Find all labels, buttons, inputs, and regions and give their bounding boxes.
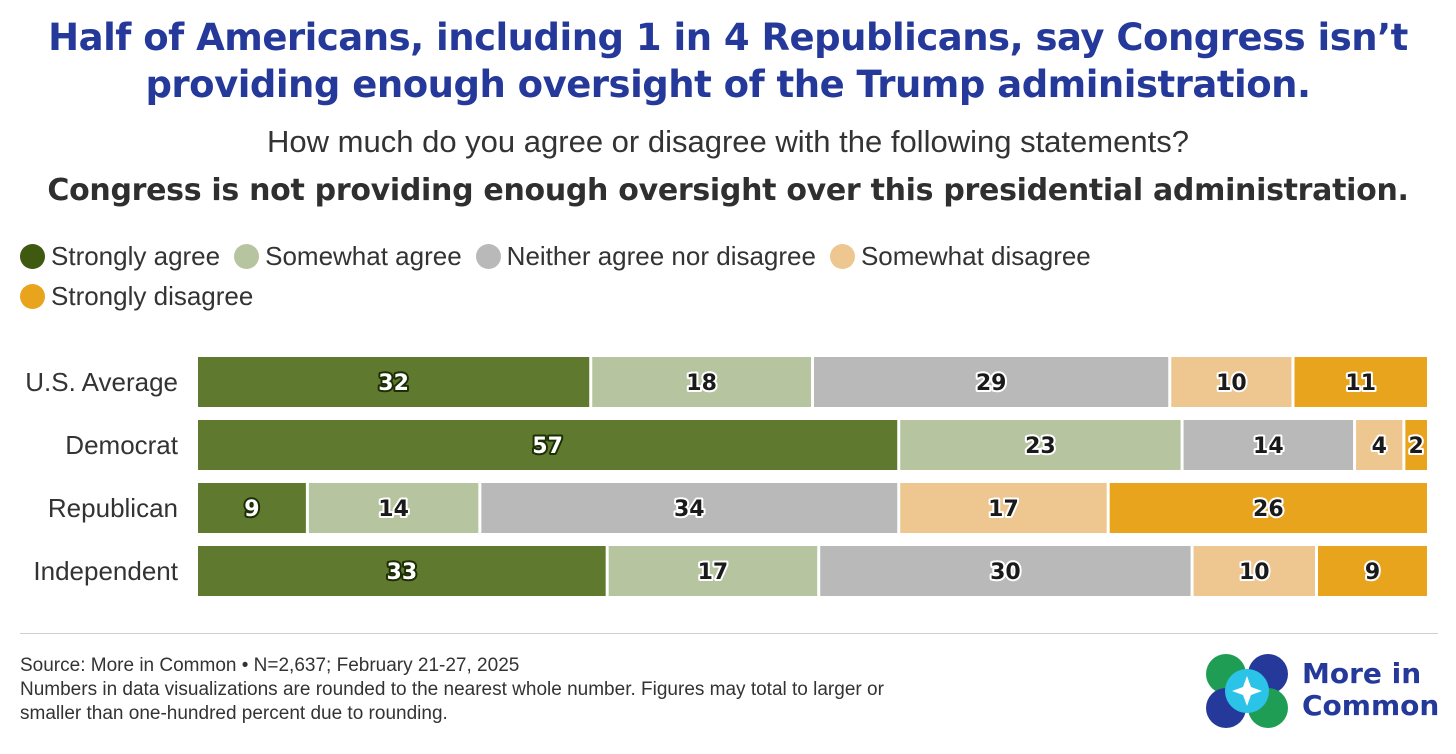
bar-value-u-s-average-strongly-agree: 32 [378,371,409,396]
bar-democrat-neither [1183,420,1354,470]
legend-label-neither: Neither agree nor disagree [506,240,816,271]
logo-text-line-1: More in [1302,657,1422,690]
bar-value-u-s-average-strongly-disagree: 11 [1345,371,1376,396]
more-in-common-logo-text: More in Common [1302,658,1439,722]
source-line-1: Source: More in Common • N=2,637; Februa… [20,655,520,676]
chart-legend: Strongly agree Somewhat agree Neither ag… [20,240,1220,312]
bar-democrat-strongly-disagree [1405,420,1427,470]
bar-u-s-average-somewhat-disagree [1171,357,1292,407]
source-note: Source: More in Common • N=2,637; Februa… [20,654,1020,726]
bar-republican-somewhat-agree [308,483,479,533]
bar-independent-somewhat-disagree [1193,546,1315,596]
bar-value-democrat-strongly-agree: 57 [532,434,563,459]
bar-value-independent-somewhat-agree: 17 [698,560,729,585]
legend-swatch-neither [475,243,501,269]
legend-item-somewhat-disagree: Somewhat disagree [829,240,1091,272]
bar-independent-strongly-disagree [1318,546,1427,596]
chart-title: Half of Americans, including 1 in 4 Repu… [0,14,1456,108]
bar-value-u-s-average-somewhat-disagree: 10 [1216,371,1247,396]
survey-statement: Congress is not providing enough oversig… [47,173,1409,208]
legend-label-strongly-disagree: Strongly disagree [51,280,254,311]
bar-value-republican-strongly-disagree: 26 [1253,497,1284,522]
bar-u-s-average-strongly-disagree [1294,357,1427,407]
bar-republican-strongly-agree [198,483,306,533]
bar-value-republican-somewhat-disagree: 17 [988,497,1019,522]
bar-independent-somewhat-agree [608,546,818,596]
bar-republican-neither [481,483,898,533]
bar-value-independent-neither: 30 [990,560,1021,585]
bar-value-republican-neither: 34 [674,497,705,522]
footer-divider [20,633,1438,634]
bar-value-democrat-strongly-disagree: 2 [1409,434,1424,459]
bar-value-u-s-average-somewhat-agree: 18 [686,371,717,396]
bar-value-republican-strongly-agree: 9 [244,497,259,522]
row-label-u-s-average: U.S. Average [25,367,178,397]
legend-swatch-strongly-disagree [20,283,45,309]
bar-republican-somewhat-disagree [900,483,1107,533]
more-in-common-logo-mark [1206,654,1288,728]
legend-label-somewhat-disagree: Somewhat disagree [860,240,1091,271]
bar-value-independent-strongly-agree: 33 [387,560,418,585]
bar-independent-neither [820,546,1191,596]
chart-title-line-2: providing enough oversight of the Trump … [145,63,1311,106]
legend-swatch-somewhat-disagree [829,243,855,269]
bar-value-republican-somewhat-agree: 14 [378,497,409,522]
bar-independent-strongly-agree [198,546,606,596]
stacked-bar-chart: U.S. Average 32 18 29 10 11 Democrat 57 23 14 4 2 Re… [25,357,1427,596]
source-line-2: Numbers in data visualizations are round… [20,679,884,700]
logo-text-line-2: Common [1302,689,1440,722]
row-label-democrat: Democrat [65,430,178,460]
legend-label-strongly-agree: Strongly agree [51,240,221,271]
bar-value-democrat-neither: 14 [1253,434,1284,459]
bar-value-independent-strongly-disagree: 9 [1365,560,1380,585]
legend-swatch-strongly-agree [20,243,45,269]
more-in-common-logo: More in Common [1206,654,1446,728]
legend-item-strongly-agree: Strongly agree [20,240,220,272]
bar-value-u-s-average-neither: 29 [976,371,1007,396]
bar-u-s-average-strongly-agree [198,357,590,407]
bar-value-independent-somewhat-disagree: 10 [1239,560,1270,585]
bar-u-s-average-neither [814,357,1169,407]
legend-swatch-somewhat-agree [234,243,260,269]
bar-democrat-somewhat-agree [900,420,1181,470]
bar-democrat-somewhat-disagree [1356,420,1403,470]
bar-value-democrat-somewhat-disagree: 4 [1372,434,1387,459]
legend-label-somewhat-agree: Somewhat agree [265,240,462,271]
bar-value-democrat-somewhat-agree: 23 [1025,434,1056,459]
bar-democrat-strongly-agree [198,420,898,470]
source-line-3: smaller than one-hundred percent due to … [20,703,448,724]
legend-item-neither: Neither agree nor disagree [475,240,816,272]
legend-item-somewhat-agree: Somewhat agree [234,240,462,272]
survey-question: How much do you agree or disagree with t… [267,124,1189,159]
row-label-independent: Independent [33,556,178,586]
row-label-republican: Republican [48,493,178,523]
bar-republican-strongly-disagree [1109,483,1427,533]
bar-u-s-average-somewhat-agree [592,357,811,407]
legend-item-strongly-disagree: Strongly disagree [20,280,253,312]
chart-title-line-1: Half of Americans, including 1 in 4 Repu… [48,16,1408,59]
